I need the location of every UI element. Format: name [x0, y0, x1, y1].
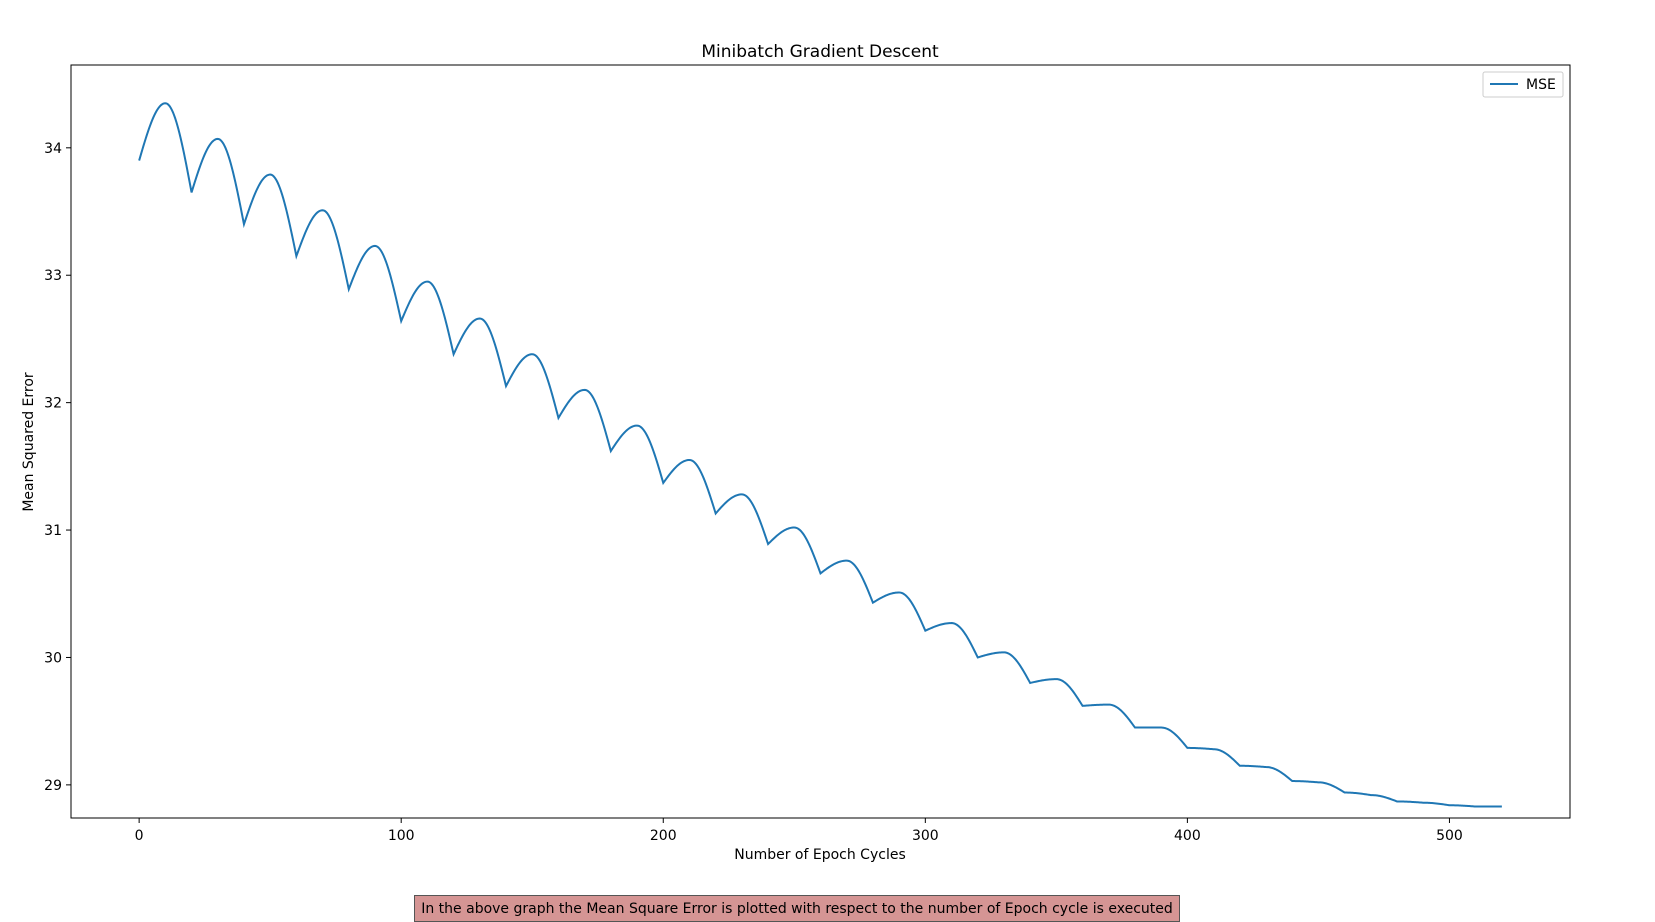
- x-axis-label: Number of Epoch Cycles: [734, 847, 906, 863]
- x-tick-label: 0: [135, 828, 144, 844]
- plot-area: [70, 64, 1571, 819]
- y-tick-label: 32: [44, 396, 62, 412]
- x-tick-label: 300: [912, 828, 939, 844]
- y-tick-label: 31: [44, 523, 62, 539]
- x-tick-label: 400: [1174, 828, 1201, 844]
- caption-box: In the above graph the Mean Square Error…: [414, 895, 1180, 922]
- x-axis: 0 100 200 300 400 500: [135, 818, 1463, 844]
- y-axis: 29 30 31 32 33 34: [44, 141, 71, 794]
- legend: MSE: [1482, 71, 1564, 98]
- caption-text: In the above graph the Mean Square Error…: [421, 900, 1173, 917]
- y-axis-label: Mean Squared Error: [21, 372, 37, 512]
- y-tick-label: 30: [44, 650, 62, 666]
- x-tick-label: 100: [388, 828, 415, 844]
- x-tick-label: 500: [1436, 828, 1463, 844]
- y-tick-label: 29: [44, 778, 62, 794]
- y-tick-label: 33: [44, 268, 62, 284]
- legend-box: [1482, 71, 1564, 98]
- y-tick-label: 34: [44, 141, 62, 157]
- legend-entry-mse: MSE: [1526, 77, 1556, 93]
- chart-title: Minibatch Gradient Descent: [701, 42, 939, 62]
- series-line-mse: [138, 102, 1502, 808]
- x-tick-label: 200: [650, 828, 677, 844]
